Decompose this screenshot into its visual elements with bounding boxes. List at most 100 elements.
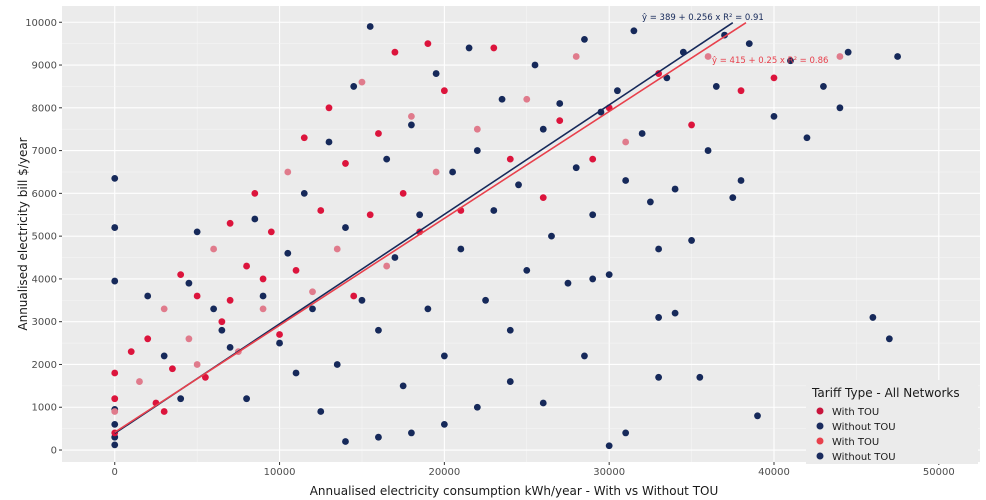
y-tick-label: 10000 xyxy=(25,18,57,29)
legend: Tariff Type - All Networks With TOU With… xyxy=(806,380,978,464)
y-tick-label: 2000 xyxy=(32,360,57,371)
without-tou-point xyxy=(836,104,844,112)
x-axis-title: Annualised electricity consumption kWh/y… xyxy=(310,484,719,498)
without-tou-point xyxy=(597,108,605,116)
without-tou-point xyxy=(671,185,679,193)
without-tou-point xyxy=(251,215,259,223)
with-tou-point xyxy=(366,211,374,219)
without-tou-point xyxy=(144,292,152,300)
without-tou-point xyxy=(605,442,613,450)
without-tou-point xyxy=(581,35,588,43)
legend-key-without-tou-line xyxy=(816,452,824,460)
without-tou-point xyxy=(572,164,580,172)
with-tou-point xyxy=(399,189,407,197)
with-tou-point xyxy=(160,408,168,415)
with-tou-point xyxy=(342,160,349,167)
without-tou-point xyxy=(482,296,489,304)
without-tou-point xyxy=(226,343,234,351)
axis-ticks: 0 10000 20000 30000 40000 50000 0 1000 2000 3000 4… xyxy=(25,18,955,478)
without-tou-point xyxy=(515,181,522,189)
without-tou-point xyxy=(894,53,901,60)
regression-line-with-tou xyxy=(114,22,747,433)
without-tou-point xyxy=(366,23,374,30)
without-tou-point xyxy=(787,57,794,65)
without-tou-point xyxy=(449,168,457,176)
with-tou-point xyxy=(185,335,193,343)
without-tou-point xyxy=(391,254,399,261)
without-tou-point xyxy=(416,211,424,219)
x-tick-label: 10000 xyxy=(264,467,296,478)
legend-label-with-tou: With TOU xyxy=(832,407,879,418)
regression-lines xyxy=(114,22,747,435)
without-tou-point xyxy=(210,305,218,313)
without-tou-point xyxy=(622,177,630,184)
legend-key-without-tou xyxy=(816,422,824,430)
with-tou-point xyxy=(193,292,201,300)
with-tou-point xyxy=(267,228,275,236)
with-tou-point xyxy=(251,189,259,197)
without-tou-point xyxy=(531,61,539,69)
without-tou-point xyxy=(358,296,366,304)
without-tou-point xyxy=(259,292,267,300)
without-tou-point xyxy=(325,138,333,146)
without-tou-point xyxy=(309,305,316,313)
with-tou-point xyxy=(391,48,399,56)
without-tou-point xyxy=(506,378,514,385)
without-tou-point xyxy=(869,314,877,321)
with-tou-point xyxy=(770,74,778,82)
without-tou-point xyxy=(465,44,473,52)
without-tou-point xyxy=(342,224,349,231)
without-tou-point xyxy=(704,147,712,154)
x-tick-label: 30000 xyxy=(593,467,625,478)
without-tou-point xyxy=(655,373,663,381)
with-tou-point xyxy=(284,168,292,176)
without-tou-point xyxy=(111,224,119,231)
without-tou-points xyxy=(111,23,901,450)
without-tou-point xyxy=(614,87,621,95)
without-tou-point xyxy=(276,339,283,347)
with-tou-point xyxy=(506,155,514,163)
without-tou-point xyxy=(408,121,415,129)
with-tou-point xyxy=(358,78,366,86)
with-tou-point xyxy=(259,275,267,283)
legend-title: Tariff Type - All Networks xyxy=(811,386,960,400)
with-tou-point xyxy=(201,373,209,381)
without-tou-point xyxy=(177,395,185,403)
without-tou-point xyxy=(243,395,250,403)
y-axis-title: Annualised electricity bill $/year xyxy=(16,137,30,330)
without-tou-point xyxy=(688,237,695,244)
y-tick-label: 5000 xyxy=(32,232,57,243)
with-tou-point xyxy=(539,194,547,202)
y-tick-label: 9000 xyxy=(32,61,57,72)
y-tick-label: 0 xyxy=(51,446,57,457)
without-tou-point xyxy=(638,130,646,137)
with-tou-point xyxy=(317,207,325,214)
without-tou-point xyxy=(399,382,407,390)
without-tou-point xyxy=(408,429,415,437)
without-tou-point xyxy=(745,40,753,48)
with-tou-point xyxy=(111,395,119,403)
without-tou-point xyxy=(506,326,514,334)
with-tou-point xyxy=(226,296,234,304)
y-tick-label: 7000 xyxy=(32,146,57,157)
with-tou-point xyxy=(556,117,564,125)
without-tou-point xyxy=(284,249,292,257)
with-tou-point xyxy=(688,121,695,129)
without-tou-point xyxy=(729,194,737,202)
without-tou-point xyxy=(770,112,778,120)
with-tou-point xyxy=(836,53,844,60)
x-tick-label: 20000 xyxy=(428,467,460,478)
with-tou-point xyxy=(169,365,176,373)
without-tou-point xyxy=(473,403,481,411)
without-tou-point xyxy=(185,279,193,287)
legend-label-with-tou-line: With TOU xyxy=(832,437,879,448)
with-tou-point xyxy=(160,305,168,313)
without-tou-point xyxy=(564,279,572,287)
without-tou-point xyxy=(885,335,893,343)
with-tou-point xyxy=(210,245,218,253)
without-tou-point xyxy=(432,70,440,77)
with-tou-point xyxy=(440,87,448,95)
without-tou-point xyxy=(111,174,119,182)
with-tou-point xyxy=(218,318,226,326)
without-tou-point xyxy=(581,352,588,360)
